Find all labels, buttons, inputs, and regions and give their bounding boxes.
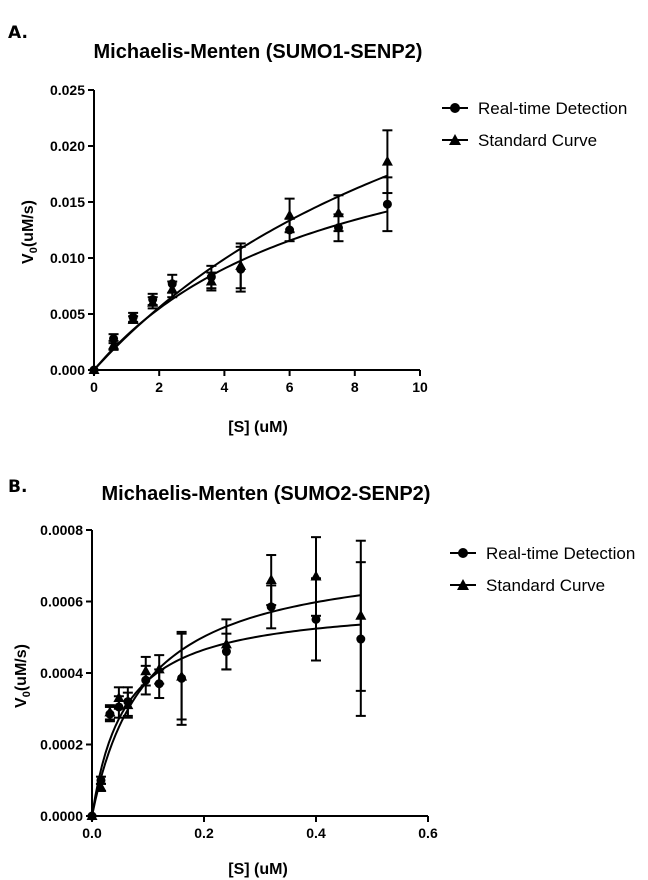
chart-b-y-tick-label: 0.0002 bbox=[40, 737, 83, 753]
chart-b-series-2-point bbox=[104, 706, 116, 717]
chart-a-legend-label: Standard Curve bbox=[478, 131, 597, 150]
chart-a-xlabel: [S] (uM) bbox=[228, 419, 288, 436]
chart-a-series-2-point bbox=[205, 275, 217, 286]
chart-a-series-2-point bbox=[333, 207, 344, 218]
chart-a-y-tick-label: 0.000 bbox=[50, 362, 85, 378]
chart-a-series-2-point bbox=[166, 283, 178, 294]
chart-a-legend-label: Real-time Detection bbox=[478, 99, 627, 118]
chart-a-x-tick-label: 2 bbox=[155, 379, 163, 395]
chart-a-series-2-point bbox=[108, 339, 120, 350]
chart-b-series-1-point bbox=[311, 614, 321, 624]
chart-a-y-tick-label: 0.025 bbox=[50, 82, 85, 98]
chart-b-y-tick-label: 0.0000 bbox=[40, 808, 83, 824]
chart-a-y-tick-label: 0.010 bbox=[50, 250, 85, 266]
chart-a-x-tick-label: 10 bbox=[412, 379, 428, 395]
chart-a-series-1-point bbox=[382, 199, 392, 209]
chart-a-series-2-point bbox=[381, 155, 393, 166]
chart-a-series-2-point bbox=[88, 364, 100, 374]
chart-a-legend-marker-triangle bbox=[449, 134, 461, 145]
chart-b-series-2-point bbox=[355, 609, 367, 620]
chart-b-series-2-point bbox=[140, 665, 152, 676]
chart-b-series-2-point bbox=[86, 810, 98, 820]
chart-b-series-2-point bbox=[122, 699, 134, 710]
chart-b-plot: 0.0 0.2 0.4 0.6 0.0000 0.0002 0.0004 0.0006 0.00… bbox=[40, 522, 635, 841]
chart-a-x-tick-label: 4 bbox=[221, 379, 229, 395]
chart-b-y-tick-label: 0.0004 bbox=[40, 665, 83, 681]
chart-b-series-2-point bbox=[95, 781, 107, 792]
chart-b-ylabel: V0(uM/s) bbox=[13, 644, 33, 708]
chart-a-x-tick-label: 6 bbox=[286, 379, 294, 395]
chart-b-series-2-point bbox=[153, 663, 165, 674]
chart-b-series-2-point bbox=[176, 670, 188, 681]
chart-b-series-2-point bbox=[220, 638, 232, 649]
chart-a-x-tick-label: 0 bbox=[90, 379, 98, 395]
chart-a-series-2-point bbox=[147, 296, 159, 307]
chart-a-plot: 0 2 4 6 8 10 0.000 0.005 0.010 0.015 0.020 0.025 Rea… bbox=[50, 82, 627, 395]
chart-b-legend-marker-circle bbox=[458, 548, 468, 558]
panel-a-label: A. bbox=[8, 23, 28, 43]
chart-a-title: Michaelis-Menten (SUMO1-SENP2) bbox=[94, 41, 423, 63]
panel-b-label: B. bbox=[8, 477, 27, 497]
chart-b-y-tick-label: 0.0008 bbox=[40, 522, 83, 538]
chart-a-series-2-point bbox=[235, 259, 247, 270]
chart-b-legend-label: Standard Curve bbox=[486, 576, 605, 595]
chart-a-series-2-point bbox=[127, 313, 139, 324]
chart-a-y-tick-label: 0.020 bbox=[50, 138, 85, 154]
chart-b-x-tick-label: 0.2 bbox=[194, 825, 214, 841]
chart-a-x-tick-label: 8 bbox=[351, 379, 359, 395]
chart-b-y-tick-label: 0.0006 bbox=[40, 594, 83, 610]
chart-a-ylabel: V0(uM/s) bbox=[20, 200, 40, 264]
chart-b-series-2-point bbox=[265, 574, 277, 585]
chart-b-series-2-point bbox=[310, 570, 322, 581]
chart-b-xlabel: [S] (uM) bbox=[228, 861, 288, 878]
chart-a-legend-marker-circle bbox=[450, 103, 460, 113]
chart-b-x-tick-label: 0.6 bbox=[418, 825, 438, 841]
chart-b-x-tick-label: 0.4 bbox=[306, 825, 326, 841]
chart-b-title: Michaelis-Menten (SUMO2-SENP2) bbox=[102, 483, 431, 505]
chart-a-y-tick-label: 0.005 bbox=[50, 306, 85, 322]
chart-a-series-2-point bbox=[284, 209, 296, 220]
chart-b-legend-marker-triangle bbox=[457, 579, 469, 590]
chart-b-legend-label: Real-time Detection bbox=[486, 544, 635, 563]
chart-b-series-2-point bbox=[113, 692, 125, 703]
chart-b-x-tick-label: 0.0 bbox=[82, 825, 102, 841]
chart-a-y-tick-label: 0.015 bbox=[50, 194, 85, 210]
